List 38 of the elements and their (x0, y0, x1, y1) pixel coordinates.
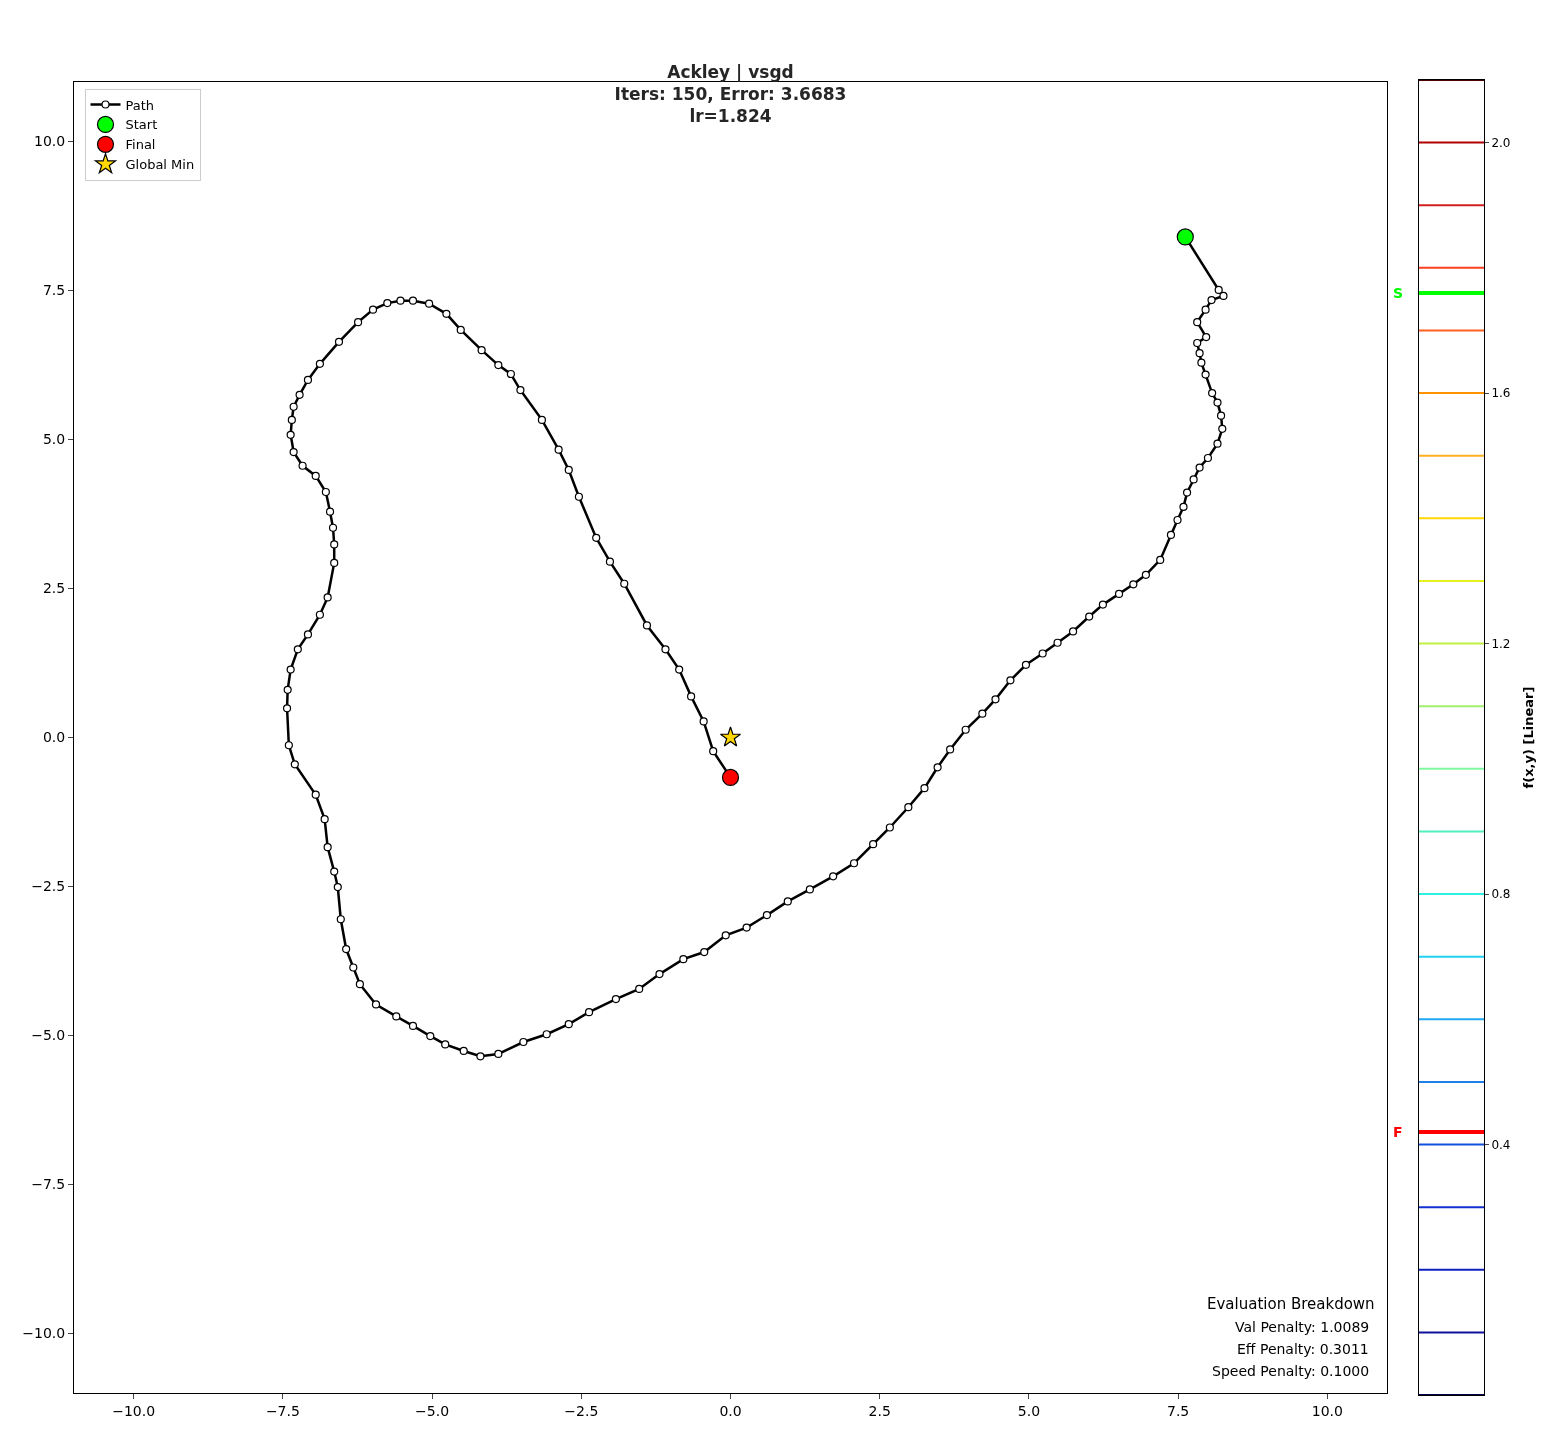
y-tick-label: 0.8 (1491, 887, 1511, 902)
y-tick-label: −2.5 (31, 878, 66, 895)
y-tick-label: −5.0 (31, 1027, 66, 1044)
y-tick-label: 5.0 (42, 431, 66, 448)
x-tick-label: −10.0 (112, 1402, 156, 1419)
y-tick-label: 2.0 (1491, 135, 1511, 150)
y-tick-label: 2.5 (42, 580, 66, 597)
x-tick-label: −5.0 (415, 1402, 450, 1419)
y-tick-label: −7.5 (31, 1176, 66, 1193)
x-tick-label: 7.5 (1166, 1402, 1190, 1419)
x-tick-label: 0.0 (719, 1402, 742, 1419)
y-tick-label: 0.0 (42, 729, 66, 746)
ref-line-label: S (1393, 285, 1404, 301)
y-axis-title: f(x,y) [Linear] (1521, 686, 1537, 789)
y-tick-label: −10.0 (22, 1325, 66, 1342)
annotation: Evaluation Breakdown (1207, 1295, 1375, 1313)
y-tick-label: 0.4 (1491, 1137, 1511, 1152)
x-tick-label: −7.5 (265, 1402, 300, 1419)
y-tick-label: 1.2 (1491, 636, 1511, 651)
y-tick-label: 7.5 (42, 282, 66, 299)
legend-label: Global Min (125, 157, 195, 173)
x-tick-label: 5.0 (1017, 1402, 1041, 1419)
point (721, 768, 740, 787)
legend-label: Final (125, 137, 156, 153)
x-tick-label: 2.5 (868, 1402, 891, 1419)
y-tick-label: 1.6 (1491, 386, 1511, 401)
ref-line-label: F (1393, 1124, 1403, 1140)
annotation: Val Penalty: 1.0089 (1235, 1319, 1370, 1335)
legend-label: Start (125, 117, 158, 133)
point (1176, 228, 1194, 246)
point (719, 726, 742, 747)
annotation: Speed Penalty: 0.1000 (1212, 1363, 1370, 1379)
chart-title: Ackley | vsgd Iters: 150, Error: 3.6683 lr=1.824 (614, 62, 847, 127)
legend-label: Path (125, 97, 155, 113)
annotation: Eff Penalty: 0.3011 (1237, 1341, 1369, 1357)
x-tick-label: −2.5 (564, 1402, 599, 1419)
x-tick-label: 10.0 (1311, 1402, 1343, 1419)
y-tick-label: 10.0 (34, 133, 66, 150)
